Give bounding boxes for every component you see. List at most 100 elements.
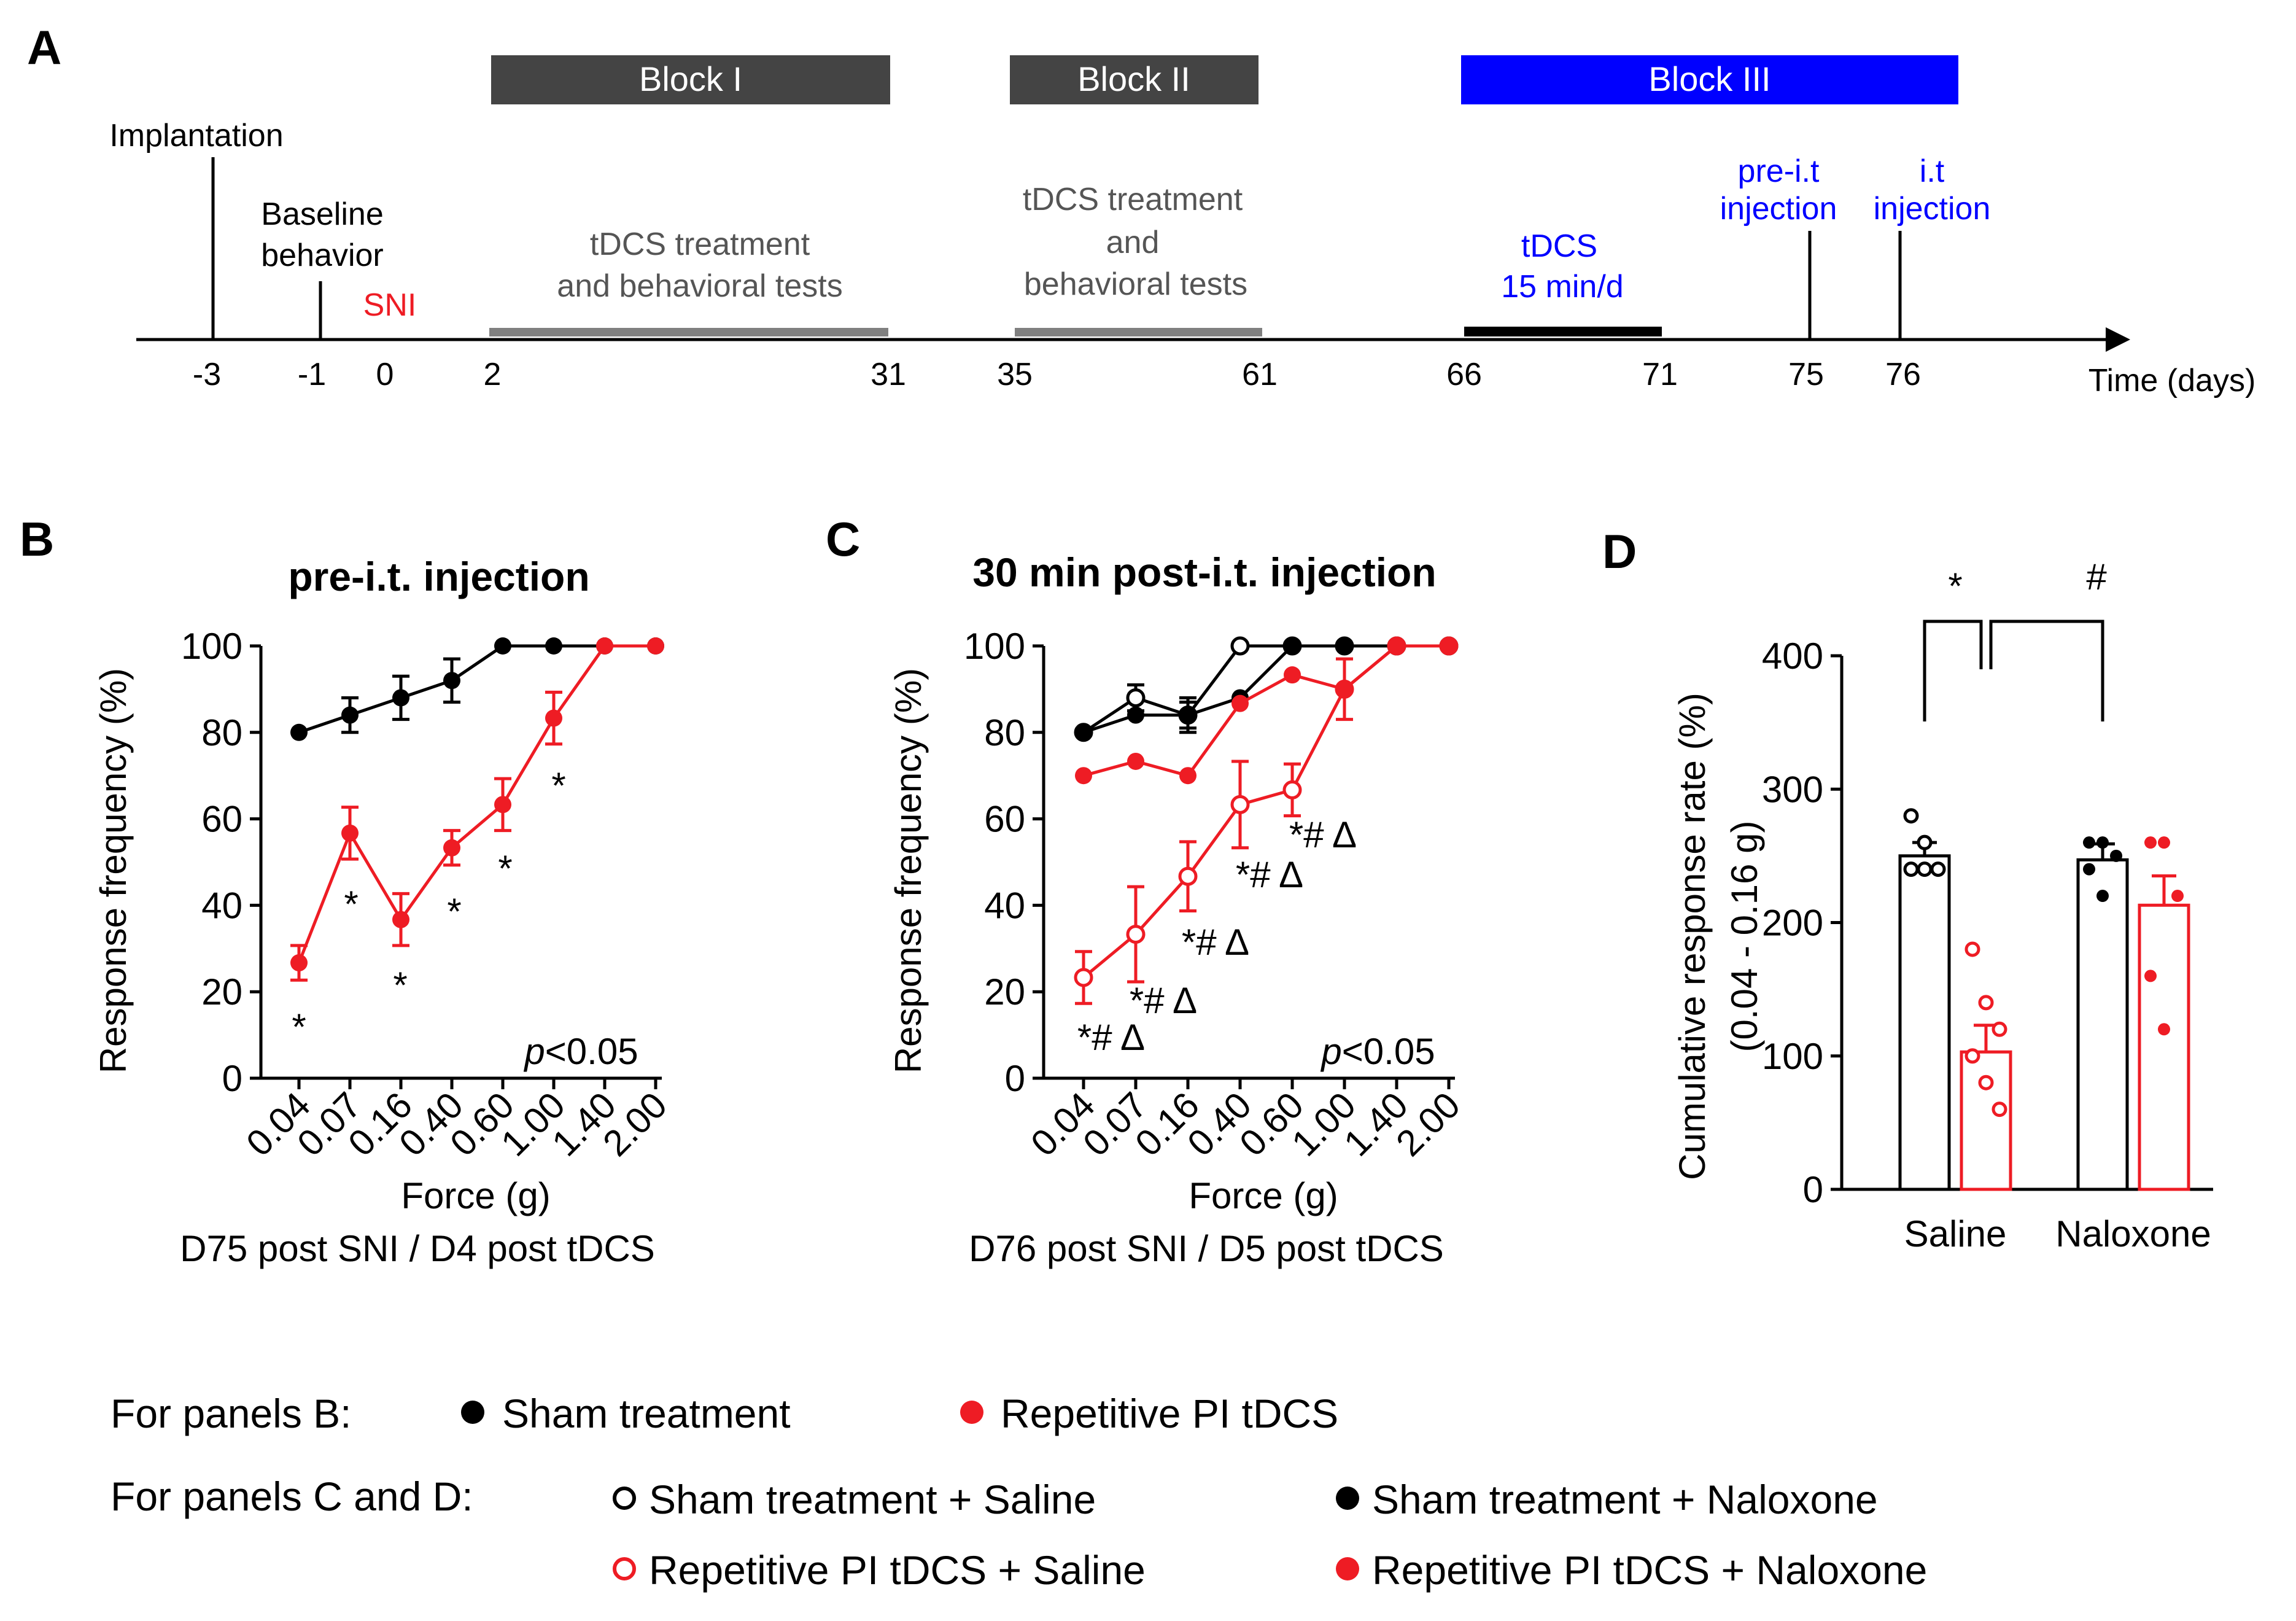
data-point bbox=[1126, 688, 1146, 707]
tdcs-period-1 bbox=[489, 328, 888, 336]
y-tick-label: 80 bbox=[201, 712, 242, 753]
tdcs-block2-label-1: tDCS treatment bbox=[1023, 182, 1243, 217]
data-point bbox=[1903, 861, 1919, 877]
data-point bbox=[341, 706, 359, 724]
data-point bbox=[443, 839, 460, 857]
data-point bbox=[2158, 1023, 2170, 1036]
data-point bbox=[1964, 1048, 1980, 1064]
data-point bbox=[1127, 706, 1144, 724]
data-point bbox=[1388, 637, 1405, 655]
chart-b-pvalue-p: p bbox=[523, 1031, 545, 1072]
chart-c-title: 30 min post-i.t. injection bbox=[972, 550, 1436, 595]
chart-c-pvalue-rest: <0.05 bbox=[1342, 1031, 1435, 1072]
y-tick-label: 400 bbox=[1762, 636, 1823, 677]
bar bbox=[2076, 858, 2129, 1191]
significance-annotation: * bbox=[393, 965, 407, 1006]
baseline-label-2: behavior bbox=[261, 238, 383, 273]
significance-annotation: * bbox=[447, 891, 461, 932]
data-point bbox=[2096, 836, 2109, 849]
data-point bbox=[341, 824, 359, 842]
chart-c-pvalue-p: p bbox=[1320, 1031, 1341, 1072]
data-point bbox=[545, 637, 562, 655]
panel-label-b: B bbox=[20, 512, 54, 566]
tdcs-period-2 bbox=[1015, 328, 1262, 336]
tdcs-block2-label-3: behavioral tests bbox=[1024, 266, 1247, 302]
x-tick-label: Saline bbox=[1904, 1213, 2007, 1254]
block-3-bar bbox=[1461, 55, 1958, 104]
data-point bbox=[1179, 767, 1196, 785]
y-tick-label: 80 bbox=[984, 712, 1025, 753]
it-label-1: i.t bbox=[1920, 154, 1945, 189]
data-point bbox=[2171, 890, 2184, 903]
panel-label-c: C bbox=[826, 512, 860, 566]
data-point bbox=[1930, 861, 1946, 877]
bar bbox=[1960, 1050, 2012, 1191]
day-tick: 75 bbox=[1788, 357, 1824, 392]
legend-pi: Repetitive PI tDCS bbox=[1001, 1391, 1338, 1436]
data-point bbox=[1284, 666, 1301, 684]
significance-annotation: * bbox=[292, 1006, 306, 1048]
data-point bbox=[1074, 968, 1093, 987]
legend-marker-sham-saline bbox=[613, 1487, 636, 1510]
tdcs-block3-label-1: tDCS bbox=[1521, 228, 1597, 264]
significance-star: * bbox=[1948, 566, 1962, 607]
block-3-label: Block III bbox=[1648, 60, 1770, 98]
data-point bbox=[2110, 849, 2122, 862]
y-tick-label: 20 bbox=[984, 971, 1025, 1013]
data-point bbox=[1903, 808, 1919, 824]
implantation-label: Implantation bbox=[109, 118, 283, 154]
pre-it-label-1: pre-i.t bbox=[1738, 154, 1820, 189]
data-point bbox=[1440, 637, 1457, 655]
y-tick-label: 20 bbox=[201, 971, 242, 1013]
y-tick-label: 100 bbox=[964, 626, 1025, 667]
panel-label-d: D bbox=[1602, 524, 1637, 578]
data-point bbox=[2144, 836, 2157, 849]
data-point bbox=[494, 637, 511, 655]
data-point bbox=[1917, 834, 1933, 850]
data-point bbox=[290, 723, 308, 741]
legend-marker-pi-saline bbox=[613, 1557, 636, 1580]
legend-pi-saline: Repetitive PI tDCS + Saline bbox=[649, 1547, 1146, 1593]
y-tick-label: 40 bbox=[984, 885, 1025, 926]
data-point bbox=[392, 911, 409, 928]
data-point bbox=[392, 689, 409, 707]
panel-label-a: A bbox=[27, 20, 61, 74]
legend: For panels B: Sham treatment Repetitive … bbox=[111, 1391, 1927, 1593]
chart-c-plot: 0204060801000.040.070.160.400.601.001.40… bbox=[964, 626, 1468, 1164]
significance-annotation: *# Δ bbox=[1077, 1017, 1145, 1058]
data-point bbox=[290, 954, 308, 972]
data-point bbox=[443, 672, 460, 690]
data-point bbox=[545, 709, 562, 727]
sni-label: SNI bbox=[363, 287, 417, 323]
chart-d-ylabel-2: (0.04 - 0.16 g) bbox=[1724, 821, 1765, 1052]
day-tick: 61 bbox=[1242, 357, 1278, 392]
significance-annotation: *# Δ bbox=[1182, 922, 1249, 963]
data-point bbox=[1282, 780, 1302, 799]
data-point bbox=[1917, 861, 1933, 877]
tdcs-block1-label-1: tDCS treatment bbox=[590, 227, 810, 262]
bar bbox=[2138, 903, 2190, 1191]
significance-bracket bbox=[1989, 620, 2104, 721]
significance-annotation: * bbox=[551, 765, 565, 806]
data-point bbox=[2158, 836, 2170, 849]
data-point bbox=[1075, 767, 1092, 785]
significance-annotation: *# Δ bbox=[1236, 854, 1303, 895]
y-tick-label: 100 bbox=[181, 626, 242, 667]
data-point bbox=[1127, 752, 1144, 770]
data-point bbox=[1284, 637, 1301, 655]
legend-marker-sham-naloxone bbox=[1336, 1487, 1359, 1510]
legend-pi-naloxone: Repetitive PI tDCS + Naloxone bbox=[1372, 1547, 1927, 1593]
data-point bbox=[2144, 970, 2157, 982]
chart-c-ylabel: Response frequency (%) bbox=[888, 668, 929, 1073]
data-point bbox=[1992, 1021, 2007, 1037]
chart-c-xlabel: Force (g) bbox=[1189, 1175, 1338, 1216]
tdcs-period-3 bbox=[1464, 327, 1662, 336]
y-tick-label: 200 bbox=[1762, 903, 1823, 944]
day-tick: -3 bbox=[193, 357, 221, 392]
y-tick-label: 0 bbox=[1005, 1058, 1025, 1099]
data-point bbox=[1978, 995, 1994, 1011]
legend-sham-naloxone: Sham treatment + Naloxone bbox=[1372, 1477, 1878, 1522]
chart-d-ylabel: Cumulative response rate (%) bbox=[1672, 693, 1713, 1180]
chart-b-plot: 0204060801000.040.070.160.400.601.001.40… bbox=[181, 626, 675, 1164]
chart-b-ylabel: Response frequency (%) bbox=[93, 668, 134, 1073]
